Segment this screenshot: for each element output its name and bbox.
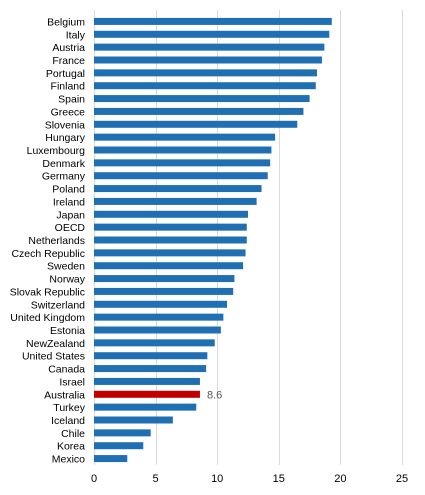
- category-label: Iceland: [51, 415, 85, 427]
- category-label: Australia: [44, 389, 85, 401]
- bar-portugal: [94, 69, 317, 77]
- bar-mexico: [94, 455, 128, 463]
- bar-norway: [94, 275, 235, 283]
- bar-israel: [94, 377, 200, 385]
- bar-slovak-republic: [94, 287, 234, 295]
- category-label: France: [52, 55, 85, 67]
- bar-italy: [94, 30, 330, 38]
- category-label: Czech Republic: [11, 248, 85, 260]
- bar-canada: [94, 365, 207, 373]
- x-tick-label: 10: [211, 473, 223, 485]
- bar-turkey: [94, 403, 197, 411]
- category-label: Switzerland: [31, 299, 85, 311]
- bar-finland: [94, 82, 316, 90]
- category-label: Canada: [48, 364, 85, 376]
- category-label: Japan: [56, 209, 85, 221]
- bar-korea: [94, 442, 144, 450]
- category-label: Germany: [42, 171, 86, 183]
- bar-poland: [94, 185, 262, 193]
- category-label: Italy: [66, 29, 86, 41]
- category-label: Finland: [51, 81, 86, 93]
- highlight-value-label: 8.6: [207, 389, 222, 401]
- category-label: Sweden: [47, 261, 85, 273]
- bar-australia: [94, 390, 200, 398]
- category-label: Luxembourg: [27, 145, 86, 157]
- x-tick-label: 25: [396, 473, 408, 485]
- category-label: Netherlands: [28, 235, 85, 247]
- bar-sweden: [94, 262, 244, 270]
- category-label: Mexico: [52, 454, 85, 466]
- category-label: Israel: [59, 376, 85, 388]
- bar-switzerland: [94, 300, 228, 308]
- category-label: Hungary: [45, 132, 85, 144]
- category-label: Portugal: [46, 68, 85, 80]
- bar-estonia: [94, 326, 221, 334]
- category-label: Ireland: [53, 196, 85, 208]
- bar-luxembourg: [94, 146, 272, 154]
- category-label: Belgium: [47, 16, 85, 28]
- bar-denmark: [94, 159, 271, 167]
- category-label: Turkey: [53, 402, 85, 414]
- category-label: Estonia: [50, 325, 85, 337]
- x-tick-label: 5: [153, 473, 159, 485]
- bar-united-kingdom: [94, 313, 224, 321]
- category-label: Spain: [58, 94, 85, 106]
- category-label: Poland: [52, 184, 85, 196]
- x-tick-label: 20: [334, 473, 346, 485]
- category-label: Korea: [57, 441, 85, 453]
- value-labels: 8.6: [207, 389, 222, 401]
- category-label: OECD: [55, 222, 86, 234]
- bar-greece: [94, 107, 304, 115]
- bar-france: [94, 56, 322, 64]
- bar-oecd: [94, 223, 247, 231]
- bar-belgium: [94, 17, 332, 25]
- bar-austria: [94, 43, 325, 51]
- category-label: Slovenia: [45, 119, 85, 131]
- bar-hungary: [94, 133, 276, 141]
- x-tick-label: 0: [91, 473, 97, 485]
- category-labels: BelgiumItalyAustriaFrancePortugalFinland…: [10, 16, 86, 465]
- x-axis-ticks: 0 5 10 15 20 25: [91, 473, 408, 485]
- category-label: Greece: [51, 106, 86, 118]
- category-label: United Kingdom: [10, 312, 85, 324]
- bar-germany: [94, 172, 268, 180]
- bar-slovenia: [94, 120, 298, 128]
- bar-iceland: [94, 416, 173, 424]
- bar-united-states: [94, 352, 208, 360]
- bar-newzealand: [94, 339, 215, 347]
- category-label: Norway: [49, 274, 85, 286]
- category-label: Chile: [61, 428, 85, 440]
- bar-netherlands: [94, 236, 247, 244]
- category-label: Denmark: [42, 158, 85, 170]
- bar-japan: [94, 210, 248, 218]
- category-label: NewZealand: [26, 338, 85, 350]
- bar-ireland: [94, 197, 257, 205]
- bar-chile: [94, 429, 151, 437]
- category-label: Slovak Republic: [10, 286, 85, 298]
- bar-spain: [94, 95, 310, 103]
- category-label: United States: [22, 351, 85, 363]
- category-label: Austria: [52, 42, 85, 54]
- x-tick-label: 15: [273, 473, 285, 485]
- bars: [94, 17, 332, 463]
- bar-czech-republic: [94, 249, 246, 257]
